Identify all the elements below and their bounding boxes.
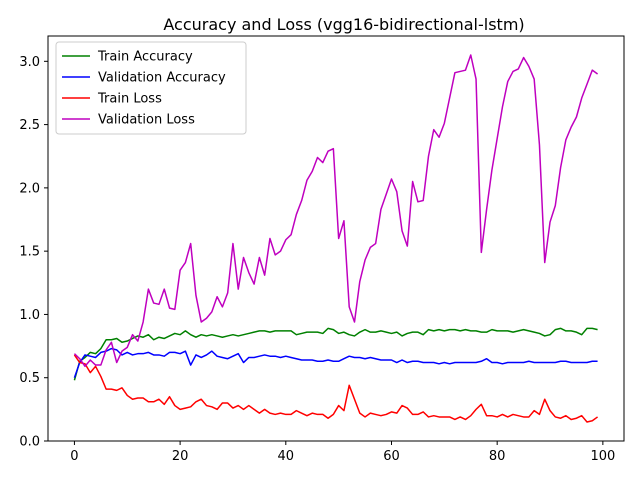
y-tick-label: 1.5 — [19, 245, 40, 260]
series-lines — [73, 54, 599, 423]
series-line-validation-accuracy — [73, 347, 598, 378]
legend-label: Validation Accuracy — [98, 71, 226, 86]
y-tick-label: 0.0 — [19, 435, 40, 450]
legend-label: Validation Loss — [98, 113, 195, 128]
y-tick-label: 0.5 — [19, 371, 40, 386]
chart-title: Accuracy and Loss (vgg16-bidirectional-l… — [163, 15, 524, 34]
x-tick-label: 20 — [172, 449, 189, 464]
y-tick-label: 2.5 — [19, 118, 40, 133]
y-tick-label: 1.0 — [19, 308, 40, 323]
axis-ticks: 0 20 40 60 80 100 0.0 0.5 1.0 1.5 2.0 2.5 3.0 — [19, 55, 615, 464]
series-line-train-loss — [73, 354, 599, 423]
x-tick-label: 80 — [489, 449, 506, 464]
y-tick-label: 2.0 — [19, 181, 40, 196]
legend: Train Accuracy Validation Accuracy Train L… — [55, 41, 247, 135]
y-tick-label: 3.0 — [19, 55, 40, 70]
plot-frame — [47, 35, 625, 442]
legend-label: Train Loss — [97, 92, 162, 107]
x-tick-label: 60 — [383, 449, 400, 464]
legend-label: Train Accuracy — [97, 50, 193, 65]
x-tick-label: 40 — [278, 449, 295, 464]
x-tick-label: 100 — [590, 449, 615, 464]
series-line-train-accuracy — [73, 327, 598, 381]
series-line-validation-loss — [73, 54, 599, 368]
x-tick-label: 0 — [70, 449, 78, 464]
legend-box — [55, 41, 247, 135]
